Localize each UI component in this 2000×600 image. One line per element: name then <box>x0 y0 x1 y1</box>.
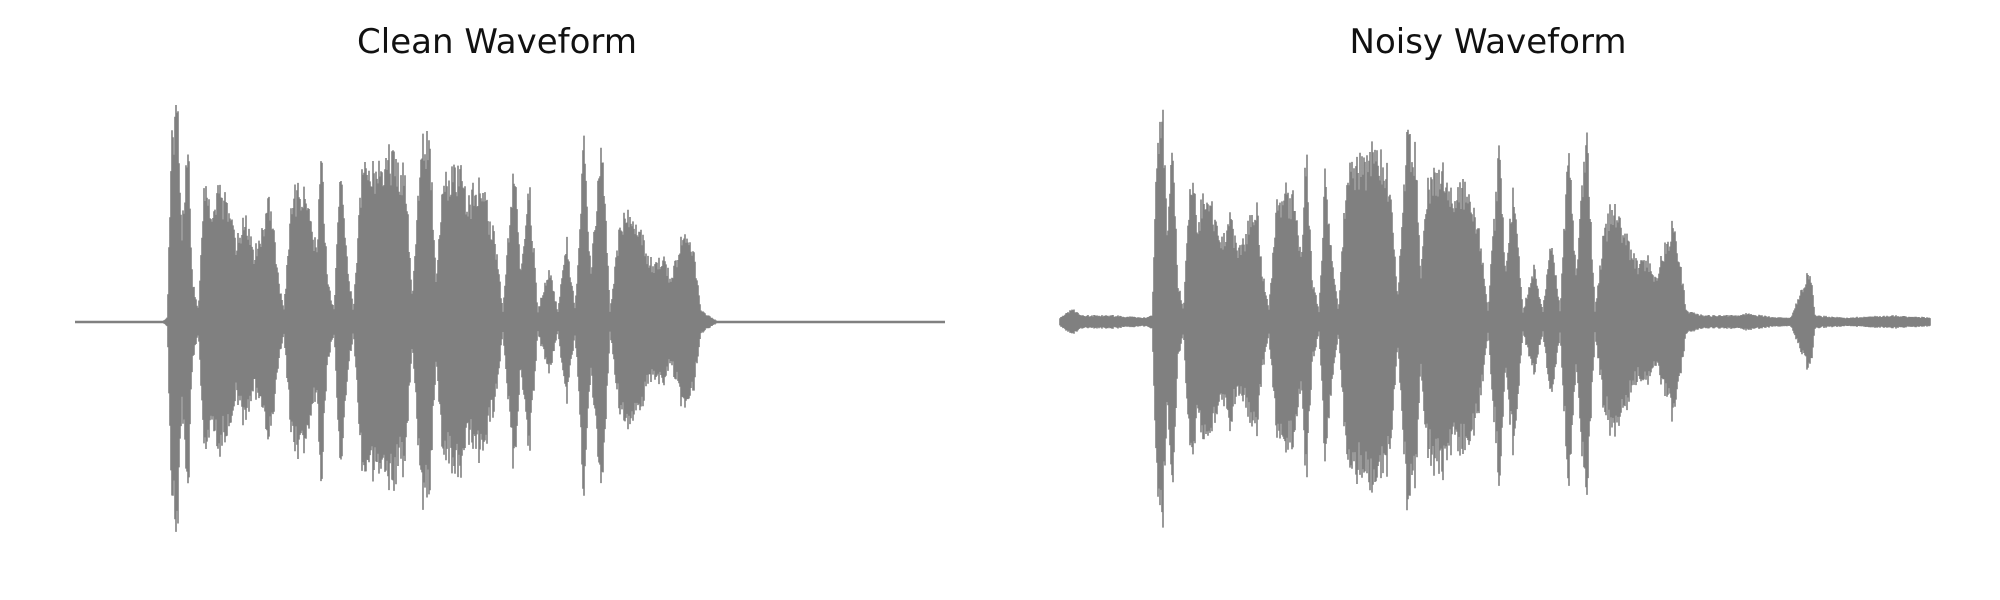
waveform-series <box>1060 110 1930 528</box>
waveform-series <box>75 105 945 532</box>
chart-title-clean: Clean Waveform <box>147 22 847 62</box>
waveform-plot-noisy <box>1000 60 2000 580</box>
chart-title-noisy: Noisy Waveform <box>1138 22 1838 62</box>
waveform-plot-clean <box>0 60 1000 580</box>
